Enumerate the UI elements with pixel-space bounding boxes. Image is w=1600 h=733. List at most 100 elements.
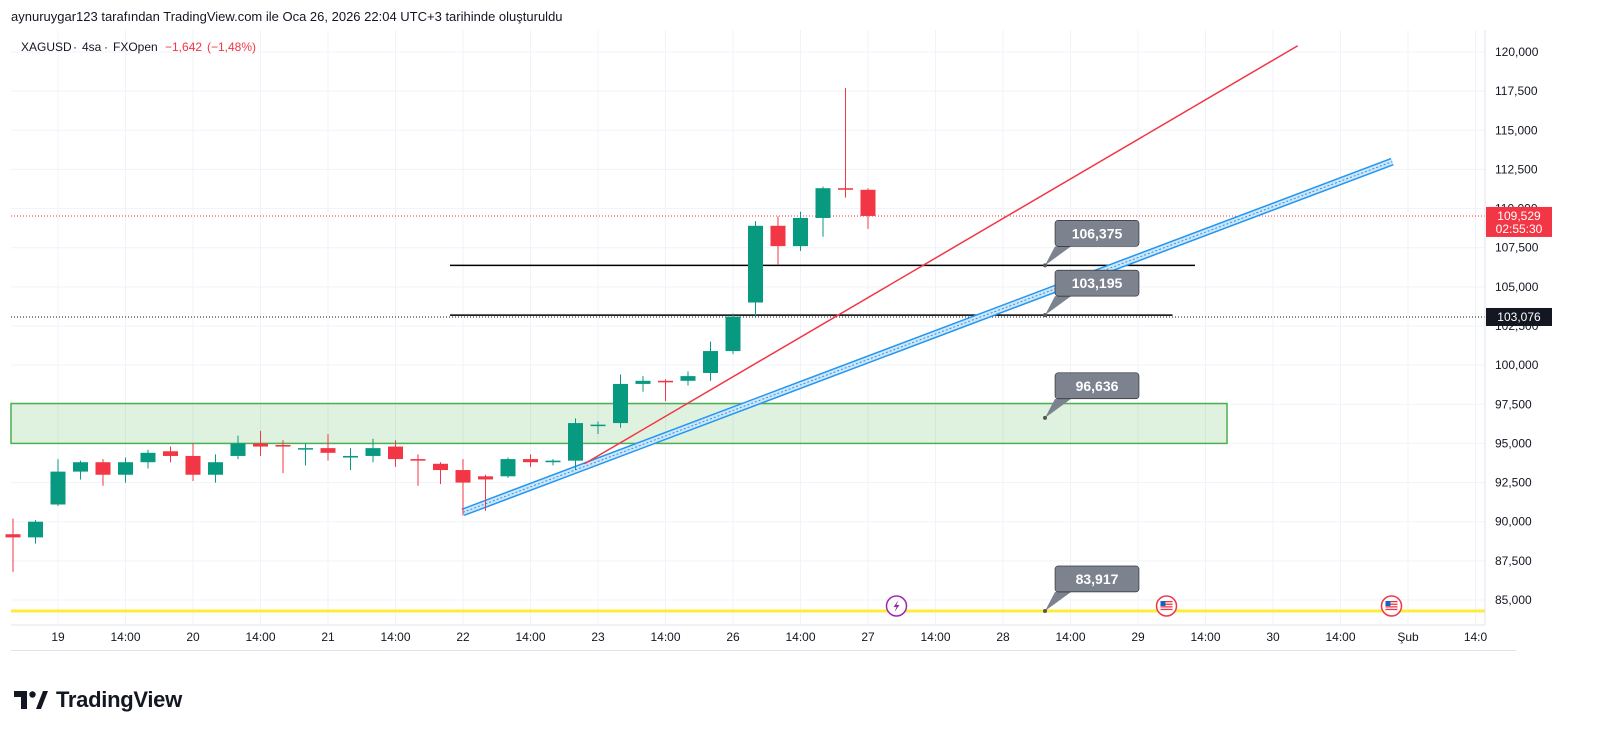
axes: 120,000117,500115,000112,500110,000107,5…: [11, 30, 1552, 644]
candle-body: [478, 476, 493, 480]
x-tick-label: 28: [996, 630, 1010, 644]
legend-change: −1,642: [165, 40, 202, 54]
candle-body: [28, 521, 43, 538]
callout-label: 83,917: [1076, 571, 1119, 587]
flag-stripe: [1385, 606, 1398, 608]
candle-body: [545, 460, 561, 463]
candle-body: [500, 459, 516, 477]
candle-body: [140, 452, 156, 463]
x-tick-label: 27: [861, 630, 875, 644]
events[interactable]: [885, 595, 1403, 617]
y-tick-label: 95,000: [1495, 436, 1532, 450]
x-tick-label: 30: [1266, 630, 1280, 644]
countdown-label: 02:55:30: [1496, 222, 1543, 236]
candle-body: [230, 443, 246, 456]
callout-anchor: [1043, 608, 1047, 613]
price-axis-label: 109,529: [1497, 209, 1541, 223]
flag-base: [1385, 601, 1398, 611]
y-tick-label: 100,000: [1495, 358, 1539, 372]
callout-box[interactable]: [1054, 269, 1140, 297]
candle-body: [725, 316, 741, 352]
legend-sep-1: ·: [73, 40, 77, 54]
candle-body: [770, 225, 786, 247]
y-tick-label: 120,000: [1495, 45, 1539, 59]
callout-pointer: [1045, 246, 1071, 266]
candle-body: [703, 351, 718, 373]
candle-body: [73, 462, 88, 472]
callout-pointer: [1045, 296, 1071, 316]
flag-canton: [1160, 601, 1166, 606]
x-tick-label: 14:00: [380, 630, 410, 644]
x-tick-label: 22: [456, 630, 470, 644]
candle-body: [163, 451, 178, 456]
candle-body: [298, 448, 313, 450]
candle-body: [590, 424, 606, 427]
candle-body: [5, 534, 21, 538]
callout-box[interactable]: [1054, 220, 1140, 247]
callouts[interactable]: 106,375 103,195 96,636 83,917: [1043, 220, 1140, 613]
callout-anchor: [1043, 313, 1047, 318]
x-tick-label: 14:00: [245, 630, 275, 644]
tradingview-brand[interactable]: TradingView: [14, 687, 182, 713]
symbol-legend: XAGUSD · 4sa · FXOpen −1,642 (−1,48%): [21, 40, 256, 54]
candle-body: [838, 188, 853, 190]
x-tick-label: 14:00: [920, 630, 950, 644]
candle-body: [658, 380, 673, 383]
candle-body: [50, 471, 66, 505]
candle-body: [118, 462, 133, 475]
x-tick-label: 26: [726, 630, 740, 644]
candle-body: [388, 446, 403, 460]
y-tick-label: 117,500: [1495, 84, 1538, 98]
callout-pointer: [1045, 398, 1071, 418]
trend-lines[interactable]: [461, 45, 1394, 517]
price-axis-label: 103,076: [1497, 310, 1541, 324]
candle-body: [95, 462, 111, 475]
candle-body: [320, 448, 336, 453]
candle-body: [343, 455, 358, 458]
trend-line[interactable]: [584, 45, 1299, 465]
legend-change-pct: (−1,48%): [207, 40, 256, 54]
candle-body: [680, 376, 696, 381]
price-chart[interactable]: 106,375 103,195 96,636 83,917 120,000 117,50…: [0, 0, 1600, 660]
flag-base: [1160, 601, 1173, 611]
legend-sep-2: ·: [104, 40, 108, 54]
flag-stripe: [1160, 608, 1173, 611]
x-tick-label: 14:00: [515, 630, 545, 644]
candle-body: [860, 189, 876, 216]
flag-stripe: [1385, 603, 1398, 605]
x-tick-label: Şub: [1397, 630, 1419, 644]
candle-body: [433, 463, 448, 471]
x-tick-label: 14:00: [110, 630, 140, 644]
candle-body: [455, 470, 471, 483]
candle-body: [568, 423, 583, 461]
flag-stripe: [1160, 601, 1173, 603]
y-tick-label: 115,000: [1495, 123, 1538, 137]
callout-box[interactable]: [1054, 565, 1140, 593]
x-tick-label: 14:00: [1190, 630, 1220, 644]
flag-stripe: [1160, 603, 1173, 605]
callout-anchor: [1043, 263, 1047, 268]
x-tick-label: 14:00: [785, 630, 815, 644]
y-tick-label: 112,500: [1495, 162, 1538, 176]
price-axis-label-bg: [1486, 307, 1552, 326]
flag-stripe: [1160, 606, 1173, 608]
candle-body: [208, 462, 223, 475]
candle-body: [253, 443, 268, 447]
price-axis-label-bg: [1486, 206, 1552, 237]
y-tick-label: 97,500: [1495, 397, 1532, 411]
candle-body: [410, 459, 426, 461]
tradingview-logo-icon: [14, 691, 48, 709]
legend-broker: FXOpen: [113, 40, 158, 54]
y-tick-label: 105,000: [1495, 280, 1539, 294]
x-tick-label: 14:00: [1325, 630, 1355, 644]
callout-box[interactable]: [1054, 372, 1140, 400]
y-tick-label: 87,500: [1495, 554, 1532, 568]
candle-body: [185, 455, 201, 475]
grid: [11, 30, 1485, 625]
horizontal-lines[interactable]: [450, 264, 1195, 316]
legend-interval: 4sa: [82, 40, 102, 54]
x-tick-label: 23: [591, 630, 605, 644]
x-tick-label: 14:00: [650, 630, 680, 644]
y-tick-label: 90,000: [1495, 515, 1532, 529]
x-tick-label: 19: [51, 630, 65, 644]
